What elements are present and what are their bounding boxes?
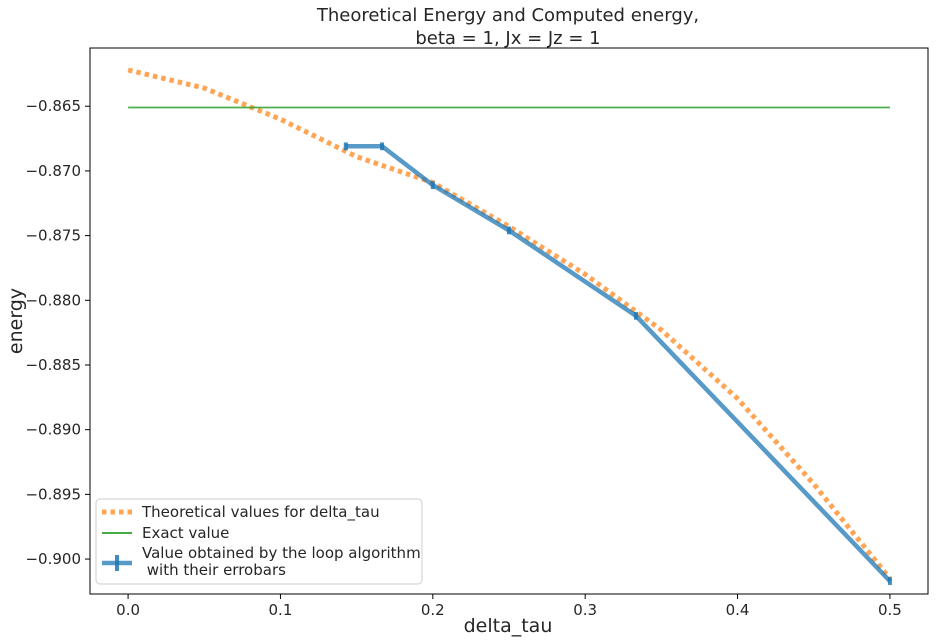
y-tick-label: −0.865 (25, 97, 81, 115)
x-tick-label: 0.1 (269, 601, 293, 619)
y-tick-label: −0.880 (25, 291, 81, 309)
legend-label-loop-algorithm: Value obtained by the loop algorithm wit… (142, 544, 421, 579)
legend-box (95, 498, 423, 585)
x-axis-label: delta_tau (464, 615, 553, 637)
legend-label-theoretical: Theoretical values for delta_tau (141, 503, 380, 522)
x-tick-label: 0.2 (421, 601, 445, 619)
y-tick-label: −0.900 (25, 550, 81, 568)
y-tick-label: −0.875 (25, 227, 81, 245)
y-tick-label: −0.885 (25, 356, 81, 374)
plot-frame (89, 47, 929, 595)
x-tick-label: 0.0 (116, 601, 140, 619)
y-axis-label: energy (5, 288, 27, 354)
y-axis: −0.865 −0.870 −0.875 −0.880 −0.885 −0.890 −0.8… (25, 97, 90, 568)
x-tick-label: 0.5 (878, 601, 902, 619)
chart-subtitle: beta = 1, Jx = Jz = 1 (415, 28, 600, 49)
chart-title: Theoretical Energy and Computed energy, (316, 5, 699, 26)
x-axis: 0.0 0.1 0.2 0.3 0.4 0.5 (116, 594, 902, 619)
series-loop-algorithm-line (345, 144, 892, 583)
x-tick-label: 0.4 (726, 601, 750, 619)
legend-label-exact: Exact value (142, 524, 229, 542)
x-tick-label: 0.3 (573, 601, 597, 619)
y-tick-label: −0.870 (25, 162, 81, 180)
y-tick-label: −0.895 (25, 485, 81, 503)
legend: Theoretical values for delta_tau Exact va… (95, 498, 423, 585)
y-tick-label: −0.890 (25, 421, 81, 439)
plot-area (89, 47, 929, 595)
